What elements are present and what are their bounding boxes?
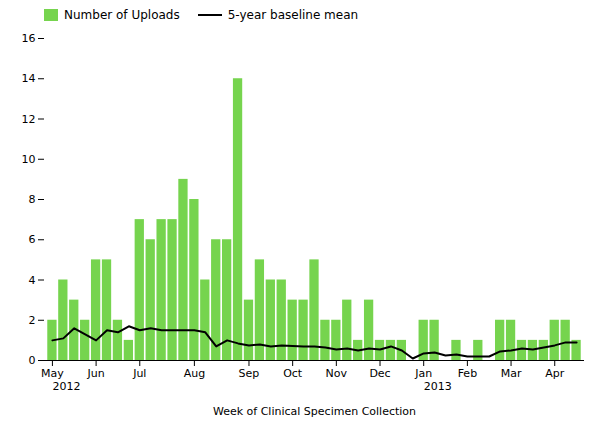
svg-text:10: 10 <box>22 153 36 166</box>
html-text:5-year baseline mean: 5-year baseline mean <box>227 8 359 22</box>
svg-text:Aug: Aug <box>184 367 205 380</box>
svg-text:Week of Clinical Specimen Coll: Week of Clinical Specimen Collection <box>213 405 416 418</box>
svg-text:16: 16 <box>22 32 36 45</box>
svg-text:Apr: Apr <box>545 367 565 380</box>
svg-text:2013: 2013 <box>424 380 452 393</box>
html-text:Number of Uploads: Number of Uploads <box>64 8 180 22</box>
svg-text:4: 4 <box>29 274 36 287</box>
svg-text:2012: 2012 <box>52 380 80 393</box>
svg-text:Nov: Nov <box>326 367 348 380</box>
svg-text:May: May <box>41 367 64 380</box>
svg-text:14: 14 <box>22 72 36 85</box>
svg-text:Jul: Jul <box>132 367 146 380</box>
svg-text:Sep: Sep <box>239 367 260 380</box>
svg-text:2: 2 <box>29 314 36 327</box>
svg-text:Feb: Feb <box>458 367 477 380</box>
svg-text:8: 8 <box>29 193 36 206</box>
svg-text:12: 12 <box>22 113 36 126</box>
svg-text:Mar: Mar <box>501 367 522 380</box>
svg-text:6: 6 <box>29 233 36 246</box>
svg-text:Dec: Dec <box>369 367 390 380</box>
svg-text:0: 0 <box>29 354 36 367</box>
svg-text:Oct: Oct <box>283 367 303 380</box>
svg-text:Jun: Jun <box>87 367 105 380</box>
svg-text:Jan: Jan <box>414 367 432 380</box>
